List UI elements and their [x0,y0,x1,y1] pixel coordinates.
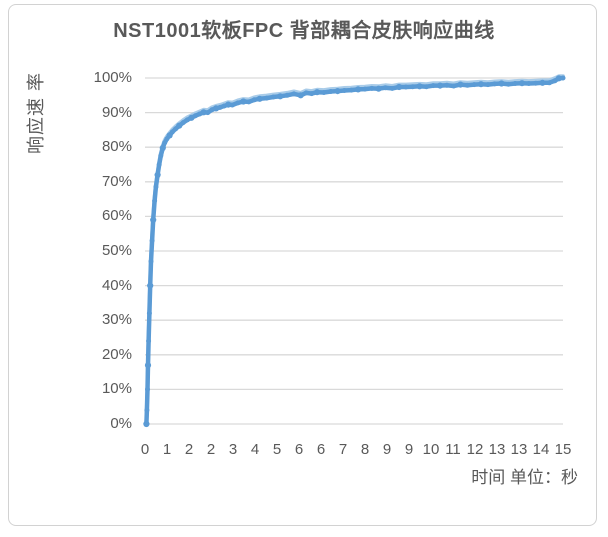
x-tick-label: 11 [445,441,461,458]
x-tick-label: 2 [206,441,216,458]
y-tick-label: 90% [101,103,132,121]
x-tick-label: 6 [294,441,304,458]
x-tick-label: 9 [382,441,392,458]
x-axis-title: 时间 单位：秒 [471,468,578,487]
x-tick-label: 14 [532,441,550,458]
x-tick-label: 5 [272,441,282,458]
x-tick-label: 1 [162,441,172,458]
y-tick-label: 30% [101,311,132,329]
y-tick-label: 100% [93,69,132,86]
x-tick-label: 4 [250,441,260,458]
x-tick-label: 2 [184,441,194,458]
x-tick-label: 9 [404,441,414,458]
x-tick-label: 10 [422,441,440,458]
x-tick-label: 12 [466,441,484,458]
x-tick-label: 3 [228,441,238,458]
y-tick-label: 20% [101,345,132,363]
x-tick-label: 6 [316,441,326,458]
y-tick-label: 10% [101,380,132,398]
y-tick-label: 70% [101,172,132,190]
x-tick-label: 7 [338,441,348,458]
x-tick-label: 13 [510,441,528,458]
x-tick-label: 15 [554,441,572,458]
y-tick-label: 60% [101,207,132,225]
y-tick-label: 50% [101,242,132,259]
chart-title: NST1001软板FPC 背部耦合皮肤响应曲线 [113,20,495,42]
y-axis-title: 响应速 率 [26,72,46,155]
y-tick-label: 40% [101,276,132,294]
x-tick-label: 13 [488,441,506,458]
y-tick-label: 80% [101,138,132,156]
x-tick-label: 0 [140,441,150,458]
y-tick-label: 0% [110,415,132,432]
x-tick-label: 8 [360,441,370,458]
